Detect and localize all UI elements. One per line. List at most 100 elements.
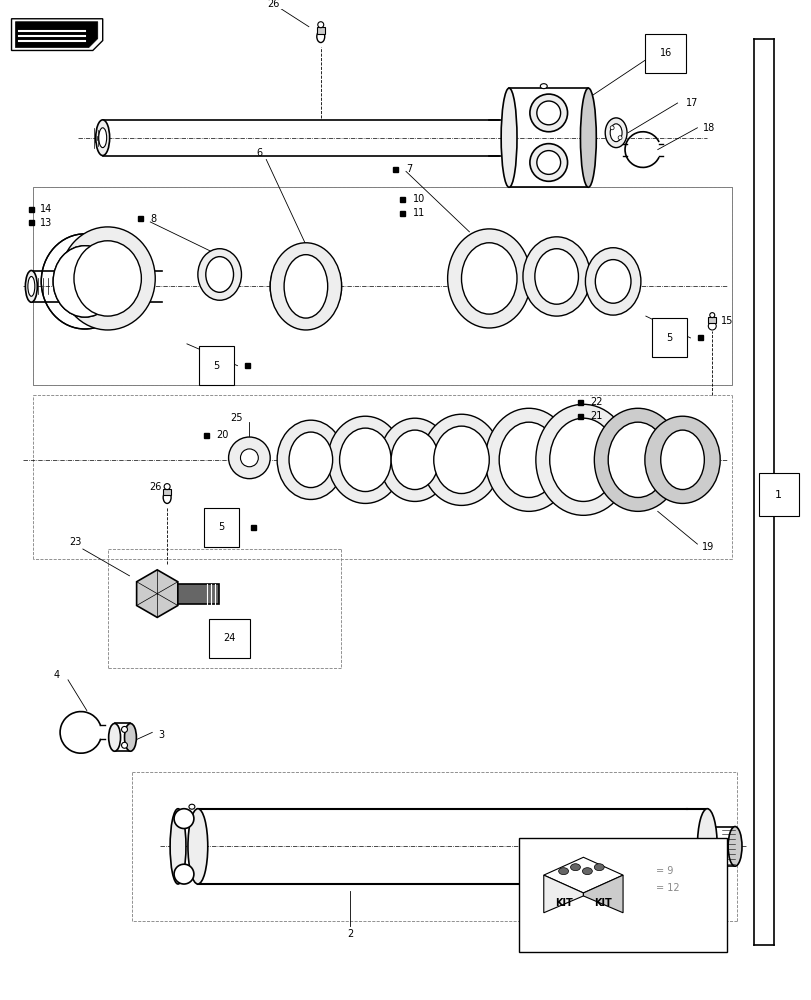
- Ellipse shape: [316, 31, 324, 43]
- Ellipse shape: [391, 430, 438, 490]
- Text: 8: 8: [150, 214, 157, 224]
- Polygon shape: [543, 875, 582, 913]
- Text: 6: 6: [256, 148, 262, 158]
- Ellipse shape: [534, 249, 577, 304]
- Text: 13: 13: [41, 218, 53, 228]
- Ellipse shape: [558, 868, 568, 875]
- Ellipse shape: [189, 804, 195, 809]
- Ellipse shape: [530, 94, 567, 132]
- Bar: [645, 886, 650, 890]
- Ellipse shape: [174, 864, 194, 884]
- Text: KIT: KIT: [554, 898, 572, 908]
- Text: 7: 7: [406, 164, 412, 174]
- Polygon shape: [582, 875, 622, 913]
- Text: 24: 24: [223, 633, 235, 643]
- Text: 22: 22: [590, 397, 602, 407]
- Text: 26: 26: [149, 482, 161, 492]
- Ellipse shape: [709, 313, 714, 318]
- Ellipse shape: [163, 492, 171, 503]
- Ellipse shape: [379, 418, 450, 501]
- Bar: [399, 211, 404, 216]
- Ellipse shape: [707, 322, 715, 330]
- Ellipse shape: [697, 809, 716, 884]
- Ellipse shape: [585, 248, 640, 315]
- Ellipse shape: [328, 416, 402, 503]
- Text: 15: 15: [720, 316, 732, 326]
- Bar: [399, 197, 404, 202]
- Text: 16: 16: [659, 48, 671, 58]
- Bar: [163, 489, 171, 495]
- Ellipse shape: [485, 408, 572, 511]
- Text: = 9: = 9: [655, 866, 672, 876]
- Text: = 12: = 12: [655, 883, 679, 893]
- Ellipse shape: [122, 726, 127, 732]
- Ellipse shape: [433, 426, 489, 494]
- Bar: [245, 363, 250, 368]
- Ellipse shape: [609, 126, 613, 130]
- Ellipse shape: [174, 809, 194, 829]
- Ellipse shape: [198, 249, 241, 300]
- Bar: [518, 838, 726, 952]
- Text: 3: 3: [158, 730, 164, 740]
- Text: 5: 5: [218, 522, 225, 532]
- Text: 4: 4: [54, 670, 60, 680]
- Ellipse shape: [594, 260, 630, 303]
- Text: 23: 23: [69, 537, 81, 547]
- Bar: [577, 414, 582, 419]
- Ellipse shape: [229, 437, 270, 479]
- Ellipse shape: [594, 864, 603, 871]
- Bar: [157, 584, 218, 604]
- Ellipse shape: [109, 723, 120, 751]
- Ellipse shape: [124, 723, 136, 751]
- Ellipse shape: [317, 22, 324, 28]
- Text: 26: 26: [267, 0, 279, 9]
- Ellipse shape: [499, 422, 558, 497]
- Ellipse shape: [28, 276, 35, 296]
- Ellipse shape: [660, 430, 703, 490]
- Text: 11: 11: [413, 208, 425, 218]
- Ellipse shape: [461, 243, 517, 314]
- Ellipse shape: [536, 151, 560, 174]
- Ellipse shape: [581, 868, 591, 875]
- Ellipse shape: [205, 257, 234, 292]
- Ellipse shape: [539, 84, 547, 89]
- Circle shape: [644, 868, 650, 875]
- Ellipse shape: [604, 118, 626, 148]
- Bar: [29, 207, 34, 212]
- Ellipse shape: [53, 246, 117, 317]
- Ellipse shape: [500, 88, 517, 187]
- Text: 14: 14: [41, 204, 53, 214]
- Ellipse shape: [530, 144, 567, 181]
- Ellipse shape: [169, 809, 186, 884]
- Bar: [316, 27, 324, 34]
- Polygon shape: [15, 22, 97, 48]
- Bar: [707, 317, 715, 323]
- Ellipse shape: [289, 432, 333, 488]
- Text: 21: 21: [590, 411, 602, 421]
- Ellipse shape: [96, 120, 109, 156]
- Ellipse shape: [594, 408, 680, 511]
- Ellipse shape: [270, 243, 341, 330]
- Ellipse shape: [122, 742, 127, 748]
- Ellipse shape: [25, 271, 37, 302]
- Ellipse shape: [164, 484, 169, 490]
- Ellipse shape: [60, 227, 155, 330]
- Text: 1: 1: [775, 490, 781, 500]
- Ellipse shape: [447, 229, 530, 328]
- Ellipse shape: [570, 864, 580, 871]
- Bar: [138, 216, 143, 221]
- Bar: [29, 220, 34, 225]
- Bar: [204, 433, 209, 438]
- Ellipse shape: [617, 136, 621, 140]
- Ellipse shape: [580, 88, 595, 187]
- Ellipse shape: [609, 124, 621, 142]
- Ellipse shape: [339, 428, 391, 492]
- Ellipse shape: [535, 404, 630, 515]
- Bar: [697, 335, 702, 340]
- Polygon shape: [136, 570, 178, 617]
- Ellipse shape: [99, 128, 106, 148]
- Text: 25: 25: [230, 413, 242, 423]
- Text: 2: 2: [347, 929, 353, 939]
- Text: KIT: KIT: [594, 898, 611, 908]
- Text: 20: 20: [217, 430, 229, 440]
